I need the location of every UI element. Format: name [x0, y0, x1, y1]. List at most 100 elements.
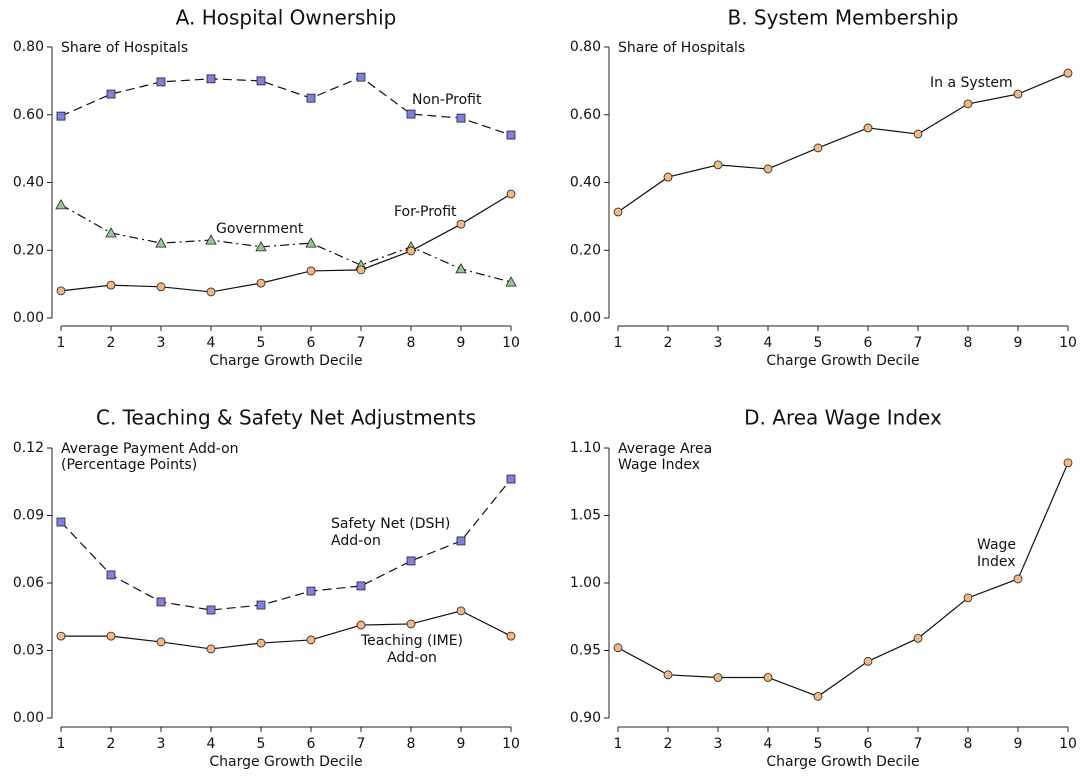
x-tick-label: 6 — [307, 736, 316, 752]
y-axis-label: Wage Index — [618, 457, 700, 473]
point — [1013, 574, 1023, 584]
point — [56, 286, 66, 296]
point — [206, 287, 216, 297]
x-tick-label: 6 — [864, 335, 873, 351]
x-tick-label: 9 — [457, 736, 466, 752]
point — [1063, 458, 1073, 468]
x-tick-label: 10 — [1059, 736, 1077, 752]
x-tick-label: 4 — [764, 736, 773, 752]
series-label: Government — [216, 221, 304, 237]
point — [963, 593, 973, 603]
x-tick-label: 9 — [457, 335, 466, 351]
x-tick-label: 1 — [57, 335, 66, 351]
point — [156, 597, 166, 607]
x-tick-label: 8 — [407, 335, 416, 351]
x-tick-label: 4 — [207, 335, 216, 351]
x-tick-label: 2 — [664, 736, 673, 752]
y-tick-label: 0.90 — [570, 710, 601, 726]
point — [106, 280, 116, 290]
x-tick-label: 2 — [107, 335, 116, 351]
y-tick-label: 0.40 — [570, 175, 601, 191]
point — [305, 237, 317, 248]
point — [863, 656, 873, 666]
x-tick-label: 3 — [714, 335, 723, 351]
x-tick-label: 8 — [964, 736, 973, 752]
x-tick-label: 10 — [502, 736, 520, 752]
x-tick-label: 5 — [814, 736, 823, 752]
series-label: Add-on — [331, 533, 381, 549]
x-tick-label: 2 — [664, 335, 673, 351]
series-label: Wage — [977, 537, 1016, 553]
x-tick-label: 9 — [1014, 736, 1023, 752]
point — [155, 237, 167, 248]
y-tick-label: 0.60 — [13, 107, 44, 123]
point — [963, 99, 973, 109]
point — [813, 143, 823, 153]
panel-title: C. Teaching & Safety Net Adjustments — [96, 406, 476, 430]
point — [455, 263, 467, 274]
x-tick-label: 8 — [407, 736, 416, 752]
y-axis-label: Share of Hospitals — [61, 40, 188, 56]
point — [256, 638, 266, 648]
point — [156, 637, 166, 647]
x-tick-label: 1 — [57, 736, 66, 752]
x-tick-label: 7 — [914, 736, 923, 752]
point — [356, 620, 366, 630]
point — [356, 72, 366, 82]
point — [713, 673, 723, 682]
point — [505, 276, 517, 287]
x-tick-label: 7 — [357, 736, 366, 752]
x-tick-label: 7 — [914, 335, 923, 351]
point — [913, 633, 923, 643]
point — [1063, 68, 1073, 78]
series-line — [60, 204, 512, 283]
x-tick-label: 5 — [814, 335, 823, 351]
x-tick-label: 10 — [502, 335, 520, 351]
point — [306, 586, 316, 596]
point — [156, 77, 166, 87]
x-tick-label: 9 — [1014, 335, 1023, 351]
point — [356, 581, 366, 591]
x-axis-label: Charge Growth Decile — [766, 754, 919, 770]
y-tick-label: 0.20 — [570, 242, 601, 258]
point — [456, 113, 466, 123]
series-line — [60, 76, 512, 136]
panel-title: D. Area Wage Index — [744, 406, 942, 430]
point — [506, 631, 516, 641]
point — [613, 207, 623, 217]
panel-title: B. System Membership — [728, 6, 959, 30]
point — [56, 111, 66, 121]
series-label: Non-Profit — [412, 92, 482, 108]
x-tick-label: 4 — [207, 736, 216, 752]
point — [156, 282, 166, 292]
point — [456, 219, 466, 229]
x-tick-label: 7 — [357, 335, 366, 351]
point — [106, 570, 116, 580]
y-tick-label: 0.00 — [13, 710, 44, 726]
y-tick-label: 0.95 — [570, 643, 601, 659]
series-line — [60, 193, 512, 293]
x-tick-label: 2 — [107, 736, 116, 752]
point — [256, 76, 266, 86]
x-tick-label: 3 — [157, 736, 166, 752]
x-tick-label: 1 — [614, 736, 623, 752]
point — [406, 246, 416, 256]
series-label: In a System — [930, 75, 1013, 91]
series-line — [61, 610, 512, 650]
point — [763, 673, 773, 682]
point — [506, 189, 516, 199]
y-axis-label: Share of Hospitals — [618, 40, 745, 56]
point — [456, 536, 466, 546]
point — [763, 164, 773, 174]
x-axis-label: Charge Growth Decile — [209, 754, 362, 770]
point — [306, 266, 316, 276]
y-tick-label: 0.09 — [13, 508, 44, 524]
x-tick-label: 3 — [714, 736, 723, 752]
x-tick-label: 6 — [864, 736, 873, 752]
point — [306, 93, 316, 103]
y-tick-label: 0.00 — [570, 310, 601, 326]
point — [256, 278, 266, 288]
point — [406, 556, 416, 566]
y-tick-label: 0.40 — [13, 175, 44, 191]
